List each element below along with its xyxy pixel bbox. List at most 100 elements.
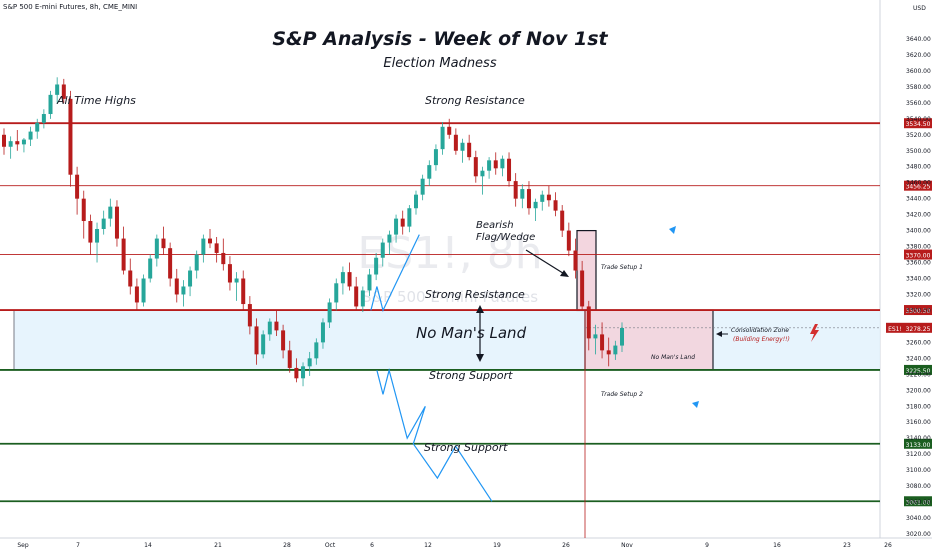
y-tick-label: 3500.00 [906,148,931,155]
level-tag-bg [904,118,932,129]
candle [427,160,432,186]
candle [480,166,485,195]
level-tag-text: 3061.00 [906,499,931,506]
y-tick-label: 3140.00 [906,435,931,442]
y-tick-label: 3080.00 [906,483,931,490]
candle [35,118,40,139]
candle-body [28,131,33,140]
level-tag-text: 3133.00 [906,442,931,449]
y-tick-label: 3020.00 [906,531,931,538]
consolidation-zone-label: Consolidation Zone [731,327,789,334]
candle-body [114,206,119,239]
level-tag-text: 3300.50 [906,308,931,315]
level-tag-bg [904,496,932,507]
candle-body [15,141,20,145]
x-tick-label: Oct [325,542,336,549]
candle-body [334,283,339,303]
consolidation-arrow-head [716,331,722,337]
candle [580,260,585,311]
candle-body [500,158,505,169]
y-tick-label: 3620.00 [906,52,931,59]
candle-body [168,248,173,279]
building-energy-label: (Building Energy!!) [733,336,790,343]
current-price-bg [904,322,932,333]
candle [134,278,139,311]
candle [606,337,611,367]
x-tick-label: 23 [843,542,851,549]
candle-body [354,286,359,307]
candle [234,272,239,301]
candle-body [101,218,106,229]
x-tick-label: 21 [214,542,222,549]
y-tick-label: 3200.00 [906,387,931,394]
candle [247,296,252,335]
candle [48,90,53,119]
candle [367,268,372,297]
candle-body [367,274,372,291]
candle [301,362,306,387]
candle-body [620,328,624,346]
price-axis-panel [880,0,932,550]
y-tick-label: 3220.00 [906,371,931,378]
candle [420,174,425,201]
candle-body [460,142,465,151]
candle [460,138,465,163]
candle [433,144,438,171]
y-tick-label: 3040.00 [906,515,931,522]
candle [161,226,166,255]
candle [600,322,605,359]
candle [320,318,325,349]
candle [447,118,452,139]
candle-body [287,350,292,368]
candle-body [440,126,445,150]
level-tag-bg [904,438,932,449]
candle [493,152,498,175]
candle-body [88,221,93,243]
candle-body [201,238,206,255]
candle-body [81,198,86,222]
x-tick-label: 7 [76,542,80,549]
candle-body [174,278,179,295]
chart-title: S&P Analysis - Week of Nov 1st [272,28,608,50]
candle-body [314,342,319,359]
candle-body [2,134,6,147]
trade-setup-1-label: Trade Setup 1 [601,264,643,271]
level-tag-text: 3225.50 [906,368,931,375]
box-no-mans-land-label: No Man's Land [651,354,696,361]
candle [41,109,46,129]
y-tick-label: 3100.00 [906,467,931,474]
candle [188,266,193,297]
candle-body [480,170,485,177]
candle-body [214,243,219,253]
candle-body [573,250,578,271]
candle [340,266,345,295]
candle-body [274,321,279,331]
candle-series [2,77,624,387]
candle-body [560,210,565,231]
candle [214,236,219,263]
candle-body [55,84,60,95]
candle [28,126,33,146]
y-tick-label: 3360.00 [906,260,931,267]
candle [2,128,6,155]
x-tick-label: 9 [705,542,709,549]
candle [8,136,13,159]
level-tag-bg [904,305,932,316]
level-price-tag: 3456.25 [904,180,932,191]
level-tag-text: 3456.25 [906,184,931,191]
candle [154,234,159,267]
candle [380,238,385,267]
candle [174,268,179,303]
level-tag-text: 3534.50 [906,121,931,128]
candle-body [128,270,133,287]
y-tick-label: 3580.00 [906,84,931,91]
candle-body [95,228,100,243]
candle [347,262,352,291]
candle [560,205,565,237]
candle-body [68,98,73,175]
bearish-arrow-head [560,270,569,277]
candle [546,185,551,207]
candle-body [447,126,452,135]
y-tick-label: 3120.00 [906,451,931,458]
